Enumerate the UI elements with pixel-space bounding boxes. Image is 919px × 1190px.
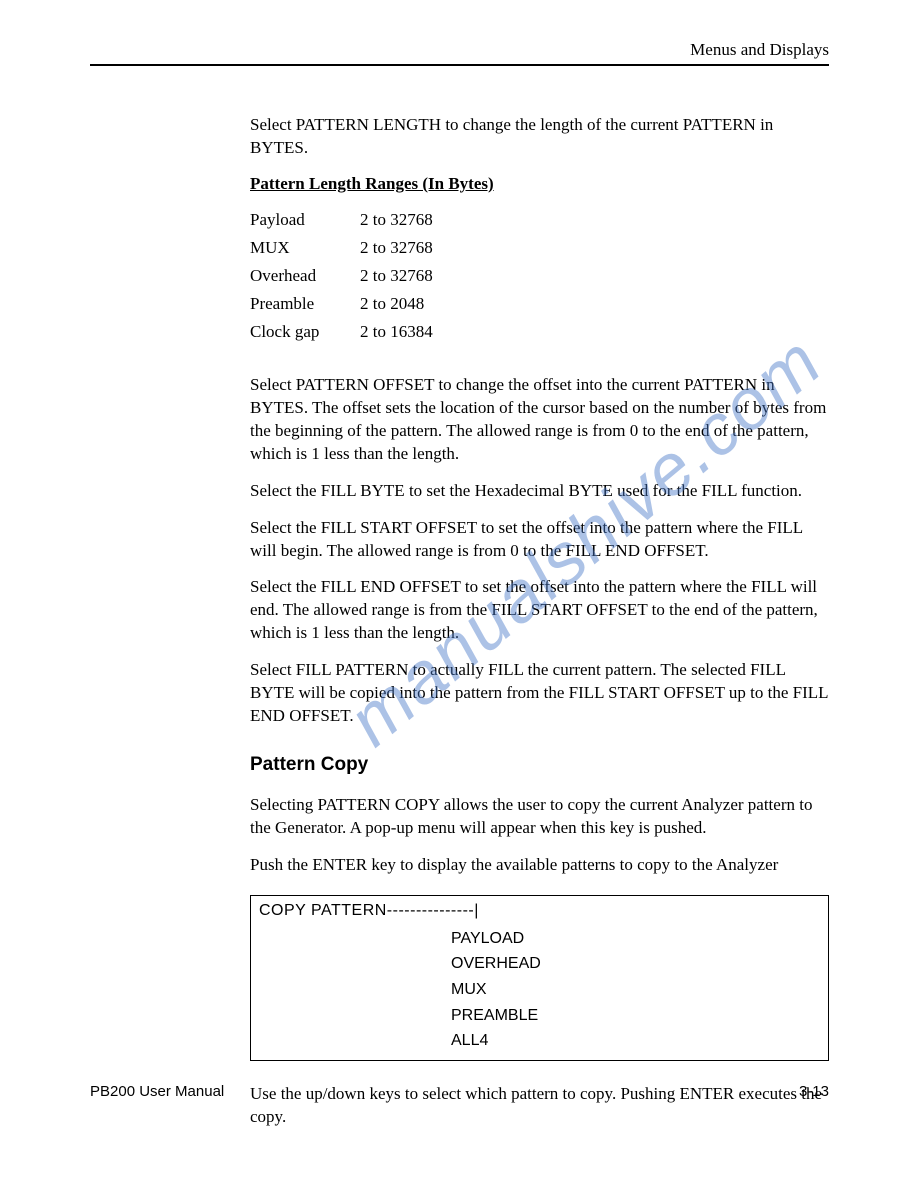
body-paragraph-offset: Select PATTERN OFFSET to change the offs…: [250, 374, 829, 466]
menu-item-payload: PAYLOAD: [251, 926, 828, 952]
range-value: 2 to 32768: [360, 262, 433, 290]
table-row: Overhead 2 to 32768: [250, 262, 433, 290]
range-label: MUX: [250, 234, 360, 262]
pattern-copy-heading: Pattern Copy: [250, 754, 829, 776]
table-row: MUX 2 to 32768: [250, 234, 433, 262]
body-paragraph-fillstart: Select the FILL START OFFSET to set the …: [250, 517, 829, 563]
body-paragraph-fillpattern: Select FILL PATTERN to actually FILL the…: [250, 659, 829, 728]
range-table: Payload 2 to 32768 MUX 2 to 32768 Overhe…: [250, 206, 433, 346]
menu-title: COPY PATTERN---------------|: [251, 902, 828, 920]
range-value: 2 to 32768: [360, 234, 433, 262]
pattern-copy-p1: Selecting PATTERN COPY allows the user t…: [250, 794, 829, 840]
menu-item-all4: ALL4: [251, 1028, 828, 1054]
range-heading: Pattern Length Ranges (In Bytes): [250, 174, 829, 194]
table-row: Preamble 2 to 2048: [250, 290, 433, 318]
menu-item-mux: MUX: [251, 977, 828, 1003]
header-section-title: Menus and Displays: [90, 40, 829, 60]
body-paragraph-fillbyte: Select the FILL BYTE to set the Hexadeci…: [250, 480, 829, 503]
table-row: Payload 2 to 32768: [250, 206, 433, 234]
table-row: Clock gap 2 to 16384: [250, 318, 433, 346]
range-label: Payload: [250, 206, 360, 234]
page-footer: PB200 User Manual 3-13: [90, 1083, 829, 1100]
footer-left: PB200 User Manual: [90, 1083, 224, 1100]
range-label: Overhead: [250, 262, 360, 290]
main-content: Select PATTERN LENGTH to change the leng…: [250, 114, 829, 1129]
pattern-copy-p2: Push the ENTER key to display the availa…: [250, 854, 829, 877]
intro-paragraph: Select PATTERN LENGTH to change the leng…: [250, 114, 829, 160]
range-value: 2 to 32768: [360, 206, 433, 234]
range-value: 2 to 2048: [360, 290, 433, 318]
copy-pattern-menu: COPY PATTERN---------------| PAYLOAD OVE…: [250, 895, 829, 1061]
body-paragraph-fillend: Select the FILL END OFFSET to set the of…: [250, 576, 829, 645]
range-label: Preamble: [250, 290, 360, 318]
menu-item-preamble: PREAMBLE: [251, 1003, 828, 1029]
menu-item-overhead: OVERHEAD: [251, 951, 828, 977]
header-rule: [90, 64, 829, 66]
range-label: Clock gap: [250, 318, 360, 346]
footer-right: 3-13: [799, 1083, 829, 1100]
range-value: 2 to 16384: [360, 318, 433, 346]
